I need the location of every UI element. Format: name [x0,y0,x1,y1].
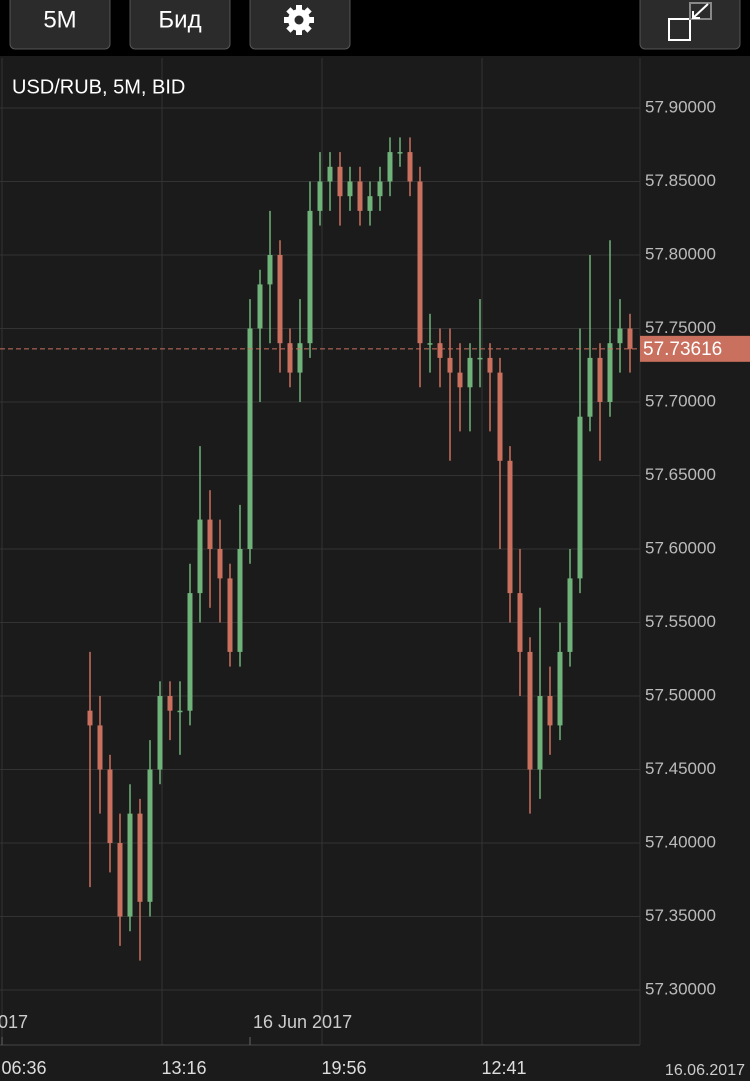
candle-body [367,196,373,211]
last-price-box [640,335,750,362]
candle-body [197,519,203,594]
y-tick-label: 57.50000 [645,685,716,704]
candle-body [397,152,403,154]
y-tick-label: 57.75000 [645,318,716,337]
candle-body [377,181,383,197]
candle-body [177,710,183,713]
y-tick-label: 57.90000 [645,97,716,116]
candle-body [287,343,293,373]
candle-body [117,843,123,917]
candle-body [217,549,223,579]
candle-body [467,357,473,388]
candle-body [387,152,393,182]
candle-body [247,328,253,550]
timeframe-button[interactable] [9,0,111,50]
y-tick-label: 57.40000 [645,832,716,851]
candle-body [537,696,543,770]
candle-body [517,593,523,652]
candle-body [357,181,363,211]
candle-body [587,357,593,417]
y-tick-label: 57.60000 [645,538,716,557]
candle-body [187,593,193,711]
price-type-button[interactable] [129,0,231,50]
candle-body [307,210,313,344]
x-tick-label: 06:36 [1,1058,46,1078]
timeframe-label: 5M [43,6,76,33]
candle-body [147,769,153,902]
candle-body [487,357,493,373]
y-tick-label: 57.80000 [645,244,716,263]
candle-body [277,254,283,344]
candle-body [167,696,173,711]
candle-body [227,578,233,652]
candle-body [137,813,143,902]
candle-body [497,372,503,461]
expand-icon [668,2,712,41]
candle-body [437,343,443,358]
candle-body [317,181,323,211]
gear-icon [284,5,314,35]
grid [0,58,641,1046]
x-tick-label: 13:16 [161,1058,206,1078]
last-price-label: 57.73616 [643,339,722,360]
candle-body [107,769,113,844]
candle-body [337,166,343,197]
candle-body [427,343,433,345]
candle-body [127,813,133,917]
candle-body [297,343,303,373]
candle-body [567,578,573,652]
candle-body [157,696,163,770]
candle-body [207,519,213,550]
y-tick-label: 57.85000 [645,171,716,190]
candle-body [527,651,533,770]
x-tick-label: 12:41 [481,1058,526,1078]
y-tick-label: 57.70000 [645,391,716,410]
candle-body [597,357,603,402]
y-tick-label: 57.55000 [645,612,716,631]
y-tick-label: 57.45000 [645,759,716,778]
candle-body [407,152,413,182]
candle-body [607,343,613,402]
date-mark-label: 2017 [0,1012,28,1032]
candle-body [557,651,563,726]
candle-body [327,166,333,182]
candle-body [347,181,353,197]
y-tick-label: 57.30000 [645,980,716,999]
candle-body [457,372,463,388]
candle-body [577,416,583,579]
candle-body [477,357,483,360]
candle-body [97,725,103,770]
toolbar [0,0,750,56]
candle-body [257,284,263,329]
y-tick-label: 57.65000 [645,465,716,484]
candle-body [87,710,93,726]
price-type-label: Бид [158,6,201,33]
date-mark-label: 16 Jun 2017 [253,1012,352,1032]
candle-body [507,460,513,594]
candle-body [447,357,453,373]
candle-body [237,549,243,652]
chart-title: USD/RUB, 5M, BID [12,76,185,98]
candle-body [627,328,633,349]
candle-body [547,696,553,726]
candle-body [617,328,623,344]
x-tick-label: 19:56 [321,1058,366,1078]
candle-body [267,254,273,285]
candle-body [417,181,423,344]
date-label: 16.06.2017 [665,1062,745,1079]
y-tick-label: 57.35000 [645,906,716,925]
